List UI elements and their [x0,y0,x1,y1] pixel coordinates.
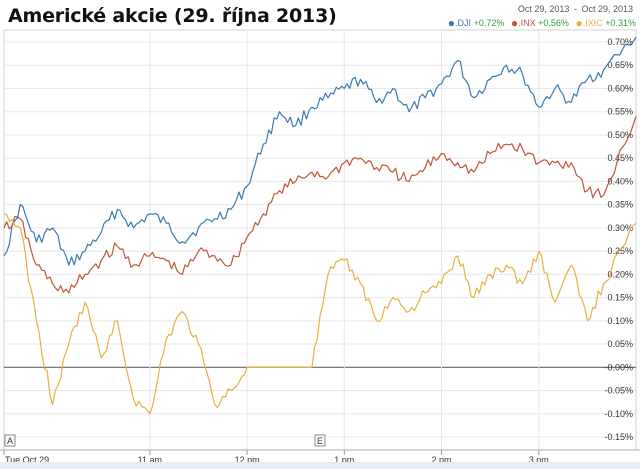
y-tick-label: 0.50% [607,130,633,140]
series-line-dji [3,37,637,266]
plot-frame [3,29,637,451]
series-line-inx [3,116,637,294]
legend-dot-inx: ● [510,16,519,30]
series-line-ixic [3,213,637,415]
legend-change-dji: +0.72% [473,18,505,28]
legend-dot-dji: ● [447,16,456,30]
event-flag-a[interactable]: A [4,434,16,447]
x-tick-label: 12 pm [235,455,260,465]
y-tick-label: 0.70% [607,37,633,47]
y-tick-label: 0.25% [607,246,633,256]
legend: ●.DJI +0.72% ●.INX +0.56% ●.IXIC +0.31% [444,16,636,30]
legend-change-ixic: +0.31% [605,18,636,28]
svg-text:E: E [317,436,323,446]
legend-name-dji: .DJI [455,18,472,28]
date-range-separator: - [573,4,577,14]
y-tick-label: 0.10% [607,316,633,326]
x-axis-scrollbar [0,462,640,469]
x-tick-label: 3 pm [529,455,549,465]
x-tick-label: Tue Oct 29 [5,455,49,465]
x-tick-label: 2 pm [432,455,452,465]
y-tick-label: 0.30% [607,223,633,233]
legend-name-ixic: .IXIC [582,18,603,28]
y-tick-label: 0.45% [607,153,633,163]
date-range: Oct 29, 2013 - Oct 29, 2013 [517,4,634,14]
y-tick-label: 0.40% [607,176,633,186]
y-tick-label: 0.60% [607,83,633,93]
x-tick-label: 11 am [138,455,162,465]
legend-item-ixic[interactable]: ●.IXIC +0.31% [575,16,636,30]
y-tick-label: -0.15% [604,432,633,442]
legend-dot-ixic: ● [575,16,583,30]
y-tick-label: -0.00% [604,362,633,372]
y-tick-label: 0.20% [607,269,633,279]
x-tick-label: 1 pm [334,455,354,465]
event-flag-e[interactable]: E [314,434,326,447]
legend-item-dji[interactable]: ●.DJI +0.72% [447,16,507,30]
date-range-from: Oct 29, 2013 [517,4,570,14]
date-range-to: Oct 29, 2013 [581,4,633,14]
chart-title: Americké akcie (29. října 2013) [8,5,337,27]
y-tick-label: -0.10% [604,409,633,419]
svg-text:A: A [7,436,13,446]
y-tick-label: -0.05% [604,386,633,396]
y-tick-label: 0.65% [607,60,633,70]
y-tick-label: 0.05% [607,339,633,349]
legend-name-inx: .INX [518,18,536,28]
y-tick-label: 0.35% [607,200,633,210]
y-tick-label: 0.15% [607,293,633,303]
y-tick-label: 0.55% [607,107,633,117]
legend-item-inx[interactable]: ●.INX +0.56% [510,16,572,30]
legend-change-inx: +0.56% [538,18,569,28]
